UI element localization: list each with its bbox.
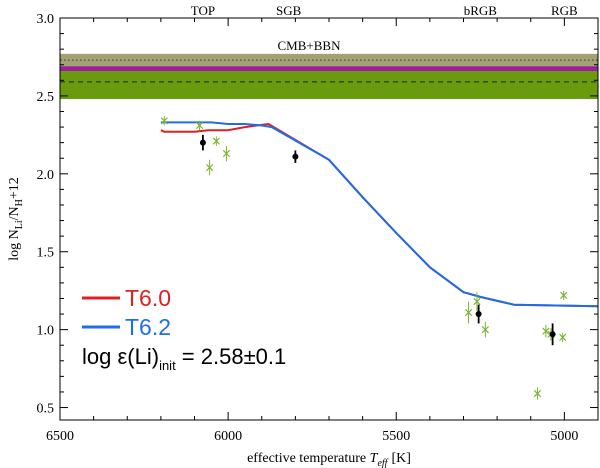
labels-layer: TOP SGB bRGB RGB effective temperature Teff[… (7, 3, 578, 468)
x-axis-label-unit: [K] (391, 451, 410, 466)
star-point (559, 332, 567, 343)
star-point-marker-b (195, 121, 204, 130)
y-tick-label: 1.5 (37, 246, 55, 261)
star-point-marker-b (542, 327, 550, 335)
star-point (560, 290, 568, 301)
star-point (212, 136, 220, 146)
y-tick-label: 2.5 (37, 90, 55, 105)
y-tick-label: 3.0 (37, 12, 55, 27)
star-point-marker-b (222, 149, 231, 158)
star-point-marker-b (560, 291, 568, 299)
mean-point (292, 150, 299, 163)
axes-layer: 6500 6000 5500 5000 0.5 1.0 1.5 2.0 2.5 3.0 (37, 12, 599, 444)
star-point (222, 145, 231, 162)
x-axis-label-text: effective temperature (247, 451, 370, 466)
star-point-marker-b (212, 137, 220, 145)
series-layer (160, 121, 599, 308)
x-tick-label: 5500 (382, 429, 410, 444)
x-axis-label-symbol: T (370, 451, 379, 466)
band-label: CMB+BBN (278, 38, 342, 53)
stage-label-sgb: SGB (276, 3, 302, 18)
x-axis-label-subscript: eff (377, 458, 388, 468)
mean-point-marker (475, 311, 482, 318)
star-point-marker-b (464, 308, 473, 317)
star-point-marker-b (473, 297, 481, 306)
mean-point (549, 323, 556, 346)
bands-layer: CMB+BBN (60, 38, 598, 100)
series-line-t6-2 (160, 121, 599, 308)
legend-label-t6-0: T6.0 (125, 285, 171, 311)
mean-point-marker (199, 139, 206, 146)
y-tick-label: 0.5 (37, 402, 55, 417)
star-point-marker-b (533, 389, 542, 398)
stage-label-rgb: RGB (551, 3, 578, 18)
legend: T6.0 T6.2 log ε(Li)init = 2.58±0.1 (82, 285, 286, 373)
star-point (464, 301, 473, 324)
star-point (160, 116, 168, 126)
star-point-marker-b (206, 163, 214, 172)
legend-label-t6-2: T6.2 (125, 314, 171, 340)
star-point-marker-b (160, 117, 168, 125)
stage-label-top: TOP (191, 3, 215, 18)
x-tick-label: 5000 (550, 429, 578, 444)
band-cmb-bbn-central (60, 66, 598, 71)
x-axis-label: effective temperature Teff [K] (247, 451, 411, 468)
mean-point-marker (292, 153, 299, 160)
mean-point (199, 134, 206, 151)
mean-point (475, 304, 482, 324)
legend-annotation-suffix: = 2.58±0.1 (176, 344, 287, 369)
star-point (533, 387, 542, 400)
y-axis-label-sub-h: H (14, 199, 25, 206)
points-layer (160, 116, 568, 400)
legend-annotation: log ε(Li)init = 2.58±0.1 (82, 344, 286, 373)
stage-label-brgb: bRGB (464, 3, 498, 18)
mean-point-marker (549, 331, 556, 338)
x-tick-label: 6500 (46, 429, 74, 444)
star-point (195, 120, 204, 131)
star-point (481, 321, 489, 338)
x-tick-label: 6000 (214, 429, 242, 444)
y-tick-label: 2.0 (37, 168, 55, 183)
y-tick-label: 1.0 (37, 324, 55, 339)
star-point-marker-b (559, 333, 567, 342)
y-axis-label-tail: +12 (7, 177, 22, 199)
y-axis-label-sub-li: Li (14, 220, 25, 229)
y-axis-label: log NLi/NH+12 (7, 177, 25, 261)
legend-annotation-subscript: init (159, 358, 176, 373)
band-observed (60, 70, 598, 100)
star-point (542, 324, 550, 338)
y-axis-label-mid: /N (7, 206, 22, 220)
y-axis-label-text: log N (7, 229, 22, 261)
legend-annotation-prefix: log ε(Li) (82, 344, 159, 369)
star-point (473, 292, 481, 311)
reference-lines-layer (60, 59, 598, 83)
star-point (206, 159, 214, 176)
star-point-marker-b (481, 326, 489, 334)
